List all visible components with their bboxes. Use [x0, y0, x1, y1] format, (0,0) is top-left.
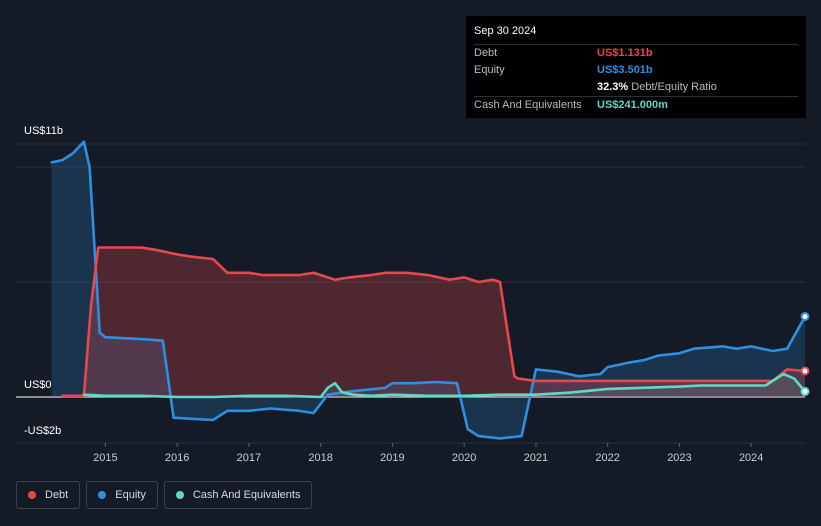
tooltip-debt-label: Debt	[474, 47, 498, 59]
y-label-bottom: -US$2b	[24, 425, 62, 437]
tooltip-ratio-label	[474, 79, 597, 96]
tooltip-debt-value: US$1.131b	[597, 47, 653, 59]
tooltip-equity-label: Equity	[474, 64, 505, 76]
tooltip-equity-value: US$3.501b	[597, 64, 653, 76]
area-debt	[62, 247, 805, 397]
chart-legend: Debt Equity Cash And Equivalents	[16, 481, 313, 509]
legend-debt-dot	[28, 491, 36, 499]
series-lines	[50, 140, 807, 440]
end-marker-cash-and-equivalents	[800, 386, 810, 396]
data-tooltip: Sep 30 2024 Debt US$1.131b Equity US$3.5…	[466, 16, 806, 118]
tooltip-date: Sep 30 2024	[474, 25, 537, 37]
legend-equity-dot	[98, 491, 107, 499]
tooltip-ratio-value: 32.3%	[597, 81, 629, 93]
line-debt	[61, 246, 807, 398]
legend-equity-label: Equity	[115, 489, 146, 501]
legend-debt-label: Debt	[45, 489, 69, 501]
x-tick-label-2023: 2023	[667, 452, 691, 464]
line-cash-and-equivalents	[82, 372, 807, 399]
x-tick-label-2022: 2022	[595, 452, 619, 464]
legend-item-equity[interactable]: Equity	[86, 481, 158, 509]
tooltip-cash-value: US$241.000m	[597, 99, 668, 111]
series-areas	[51, 141, 806, 439]
y-label-top: US$11b	[24, 125, 63, 137]
line-equity	[50, 140, 807, 440]
x-tick-label-2016: 2016	[165, 452, 189, 464]
area-cash-and-equivalents	[83, 374, 805, 397]
x-tick-label-2017: 2017	[237, 452, 261, 464]
end-marker-debt	[800, 366, 810, 376]
end-markers	[800, 311, 810, 396]
tooltip-row-ratio: 32.3% Debt/Equity Ratio	[474, 79, 798, 96]
legend-item-cash[interactable]: Cash And Equivalents	[163, 481, 313, 509]
tooltip-row-debt: Debt US$1.131b	[474, 44, 798, 62]
x-tick-label-2021: 2021	[524, 452, 548, 464]
legend-cash-dot	[175, 491, 184, 499]
x-tick-label-2024: 2024	[739, 452, 763, 464]
y-label-zero: US$0	[24, 379, 52, 391]
end-marker-equity	[800, 311, 810, 321]
x-tick-label-2015: 2015	[93, 452, 117, 464]
x-tick-label-2019: 2019	[380, 452, 404, 464]
tooltip-ratio-suffix: Debt/Equity Ratio	[631, 81, 717, 93]
x-tick-label-2018: 2018	[308, 452, 332, 464]
tooltip-row-cash: Cash And Equivalents US$241.000m	[474, 96, 798, 114]
x-axis-ticks: 2015 2016 2017 2018 2019 2020 2021 2022 2023 2024	[93, 443, 763, 464]
tooltip-row-equity: Equity US$3.501b	[474, 62, 798, 79]
legend-item-debt[interactable]: Debt	[16, 481, 81, 509]
legend-cash-label: Cash And Equivalents	[192, 489, 301, 501]
tooltip-cash-label: Cash And Equivalents	[474, 99, 582, 111]
x-tick-label-2020: 2020	[452, 452, 476, 464]
